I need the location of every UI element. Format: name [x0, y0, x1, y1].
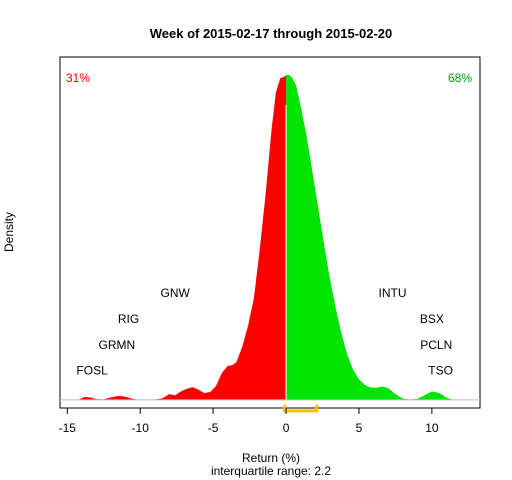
- x-axis-label: Return (%): [242, 451, 300, 465]
- stock-labels: FOSL GRMN RIG GNW INTU BSX PCLN TSO: [76, 286, 453, 378]
- x-tick-label: -15: [59, 421, 77, 435]
- stock-label-fosl: FOSL: [76, 364, 108, 378]
- y-axis-label: Density: [2, 212, 16, 252]
- stock-label-tso: TSO: [428, 364, 453, 378]
- stock-label-gnw: GNW: [161, 286, 191, 300]
- x-tick-label: -10: [132, 421, 150, 435]
- chart-title: Week of 2015-02-17 through 2015-02-20: [150, 26, 393, 41]
- plot-frame: [59, 56, 481, 409]
- stock-label-bsx: BSX: [420, 312, 444, 326]
- plot-area: FOSL GRMN RIG GNW INTU BSX PCLN TSO 31% 68%: [59, 56, 481, 413]
- negative-percent-label: 31%: [66, 71, 90, 85]
- negative-returns-area: [70, 74, 287, 400]
- positive-percent-label: 68%: [448, 71, 472, 85]
- stock-label-intu: INTU: [379, 286, 407, 300]
- x-axis: -15 -10 -5 0 5 10: [59, 408, 439, 435]
- stock-label-rig: RIG: [118, 312, 139, 326]
- x-tick-label: 0: [283, 421, 290, 435]
- x-tick-label: 5: [356, 421, 363, 435]
- stock-label-pcln: PCLN: [420, 338, 452, 352]
- positive-returns-area: [286, 74, 454, 400]
- x-tick-label: -5: [208, 421, 219, 435]
- iqr-subtitle: interquartile range: 2.2: [211, 464, 331, 478]
- stock-label-grmn: GRMN: [99, 338, 136, 352]
- iqr-bracket: [283, 404, 319, 413]
- x-tick-label: 10: [425, 421, 439, 435]
